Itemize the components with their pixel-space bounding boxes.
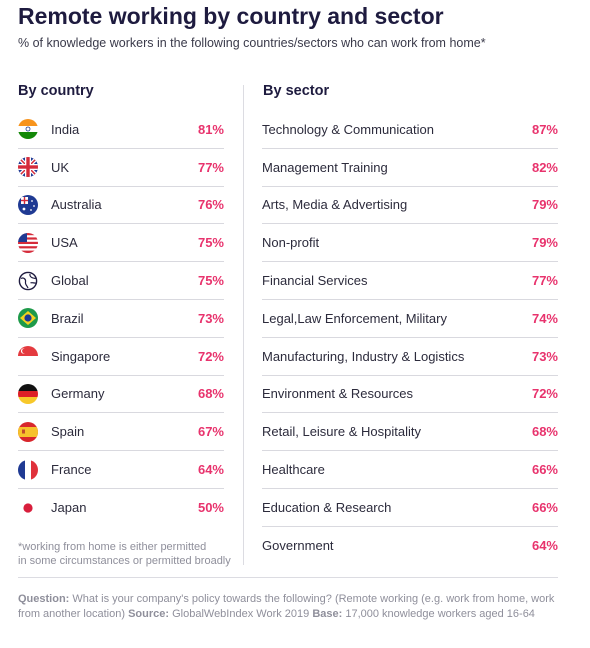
country-value: 75% <box>197 235 224 251</box>
sector-list: Technology & Communication 87% Management … <box>262 111 558 565</box>
sector-column-heading: By sector <box>263 83 330 99</box>
country-column-heading: By country <box>18 83 94 99</box>
sector-value: 66% <box>531 499 558 515</box>
country-row: Australia 76% <box>18 187 224 225</box>
sector-value: 74% <box>531 310 558 326</box>
usa-flag-icon <box>18 232 38 253</box>
sector-value: 79% <box>531 197 558 213</box>
sector-label: Education & Research <box>262 499 392 515</box>
question-label: Question: <box>18 593 70 605</box>
sector-label: Environment & Resources <box>262 386 414 402</box>
country-row: Spain 67% <box>18 413 224 452</box>
sector-row: Manufacturing, Industry & Logistics 73% <box>262 338 558 376</box>
country-value: 76% <box>197 197 224 213</box>
sector-label: Financial Services <box>262 273 368 289</box>
country-value: 50% <box>197 500 224 516</box>
sector-row: Environment & Resources 72% <box>262 376 558 414</box>
singapore-flag-icon <box>18 346 38 367</box>
sector-label: Arts, Media & Advertising <box>262 197 408 213</box>
sector-row: Financial Services 77% <box>262 262 558 300</box>
country-row: Brazil 73% <box>18 300 224 338</box>
sector-row: Arts, Media & Advertising 79% <box>262 187 558 225</box>
footnote-line-1: *working from home is either permitted <box>18 541 207 553</box>
page-title: Remote working by country and sector <box>18 3 444 29</box>
country-value: 75% <box>197 273 224 289</box>
country-row: Japan 50% <box>18 489 224 527</box>
sector-value: 72% <box>531 386 558 402</box>
globe-icon <box>18 271 38 291</box>
country-row: Germany 68% <box>18 376 224 414</box>
country-row: France 64% <box>18 451 224 489</box>
footnote-line-2: in some circumstances or permitted broad… <box>18 555 231 567</box>
sector-value: 77% <box>531 273 558 289</box>
india-flag-icon <box>18 119 38 140</box>
sector-row: Management Training 82% <box>262 149 558 187</box>
sector-row: Education & Research 66% <box>262 489 558 527</box>
sector-row: Technology & Communication 87% <box>262 111 558 149</box>
sector-label: Legal,Law Enforcement, Military <box>262 310 447 326</box>
question-text: What is your company's policy towards th… <box>18 593 555 620</box>
country-label: Spain <box>51 424 85 440</box>
page-subtitle: % of knowledge workers in the following … <box>18 36 486 50</box>
country-label: Global <box>51 273 89 289</box>
sector-label: Healthcare <box>262 462 325 478</box>
country-label: Germany <box>51 386 105 402</box>
australia-flag-icon <box>18 194 38 215</box>
source-label: Source: <box>128 608 170 620</box>
country-value: 81% <box>197 121 224 137</box>
sector-label: Non-profit <box>262 235 320 251</box>
base-text: 17,000 knowledge workers aged 16-64 <box>342 608 535 620</box>
bottom-divider <box>18 577 558 578</box>
country-value: 67% <box>197 424 224 440</box>
japan-flag-icon <box>18 497 38 518</box>
sector-label: Technology & Communication <box>262 121 434 137</box>
sector-row: Healthcare 66% <box>262 451 558 489</box>
sector-value: 79% <box>531 235 558 251</box>
sector-value: 66% <box>531 462 558 478</box>
country-row: UK 77% <box>18 149 224 187</box>
sector-row: Legal,Law Enforcement, Military 74% <box>262 300 558 338</box>
footnote: *working from home is either permitted i… <box>18 540 238 568</box>
country-value: 64% <box>197 462 224 478</box>
sector-value: 87% <box>531 121 558 137</box>
sector-label: Management Training <box>262 159 388 175</box>
column-divider <box>243 85 244 565</box>
uk-flag-icon <box>18 157 38 178</box>
country-row: Singapore 72% <box>18 338 224 376</box>
country-value: 72% <box>197 348 224 364</box>
sector-row: Non-profit 79% <box>262 224 558 263</box>
sector-label: Manufacturing, Industry & Logistics <box>262 348 465 364</box>
country-label: UK <box>51 159 70 175</box>
country-list: India 81% UK 77% Australia 76% USA 75% Global 75%… <box>18 111 224 527</box>
source-note: Question: What is your company's policy … <box>18 592 568 622</box>
sector-row: Government 64% <box>262 527 558 565</box>
country-label: USA <box>51 235 78 251</box>
brazil-flag-icon <box>18 308 38 329</box>
country-label: India <box>51 121 80 137</box>
country-label: France <box>51 462 92 478</box>
country-value: 68% <box>197 386 224 402</box>
country-value: 73% <box>197 310 224 326</box>
country-label: Australia <box>51 197 102 213</box>
country-label: Singapore <box>51 348 111 364</box>
base-label: Base: <box>312 608 343 620</box>
sector-label: Government <box>262 538 334 554</box>
sector-label: Retail, Leisure & Hospitality <box>262 424 421 440</box>
sector-value: 73% <box>531 348 558 364</box>
germany-flag-icon <box>18 383 38 404</box>
sector-value: 68% <box>531 424 558 440</box>
france-flag-icon <box>18 459 38 480</box>
source-text: GlobalWebIndex Work 2019 <box>169 608 313 620</box>
country-label: Brazil <box>51 310 84 326</box>
sector-value: 64% <box>531 538 558 554</box>
sector-value: 82% <box>531 159 558 175</box>
country-row: USA 75% <box>18 224 224 263</box>
country-row: India 81% <box>18 111 224 149</box>
country-row: Global 75% <box>18 262 224 300</box>
country-label: Japan <box>51 500 87 516</box>
country-value: 77% <box>197 159 224 175</box>
spain-flag-icon <box>18 421 38 442</box>
sector-row: Retail, Leisure & Hospitality 68% <box>262 413 558 452</box>
